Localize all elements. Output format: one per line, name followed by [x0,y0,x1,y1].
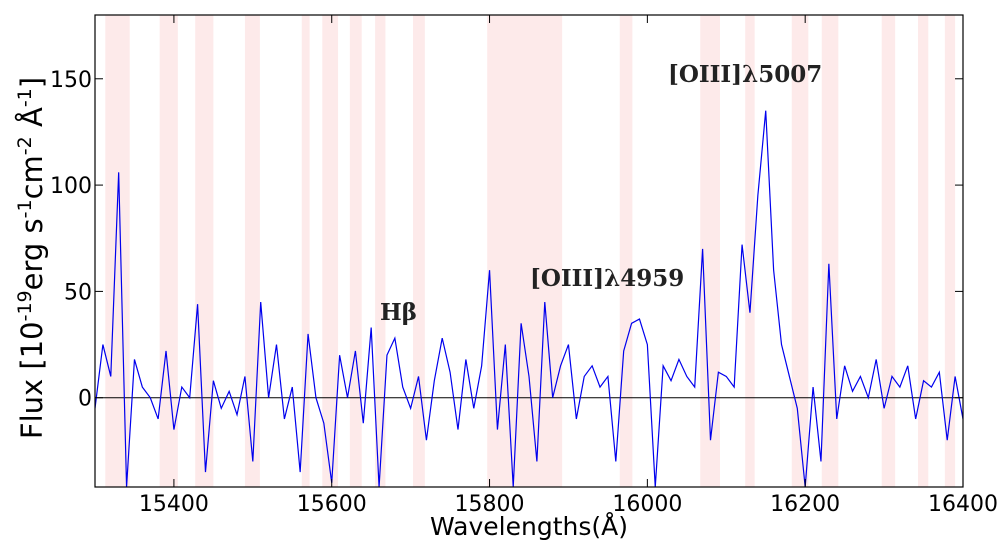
x-tick-label: 16400 [928,492,998,517]
shaded-region [944,15,956,487]
y-label-sup: -1 [14,199,36,218]
y-tick-label: 100 [50,174,92,199]
annotation: [OIII]λ5007 [668,61,822,88]
y-tick-label: 50 [64,280,92,305]
shaded-region [322,15,339,487]
shaded-region [791,15,809,487]
y-label-part: erg s [15,218,49,290]
shaded-region [244,15,260,487]
shaded-region [195,15,214,487]
shaded-region [159,15,178,487]
shaded-region [745,15,755,487]
x-tick-label: 15800 [455,492,525,517]
x-tick-label: 16000 [612,492,682,517]
shaded-region [375,15,386,487]
y-label-sup: -1 [14,88,36,107]
shaded-region [619,15,633,487]
y-label-sup: -2 [14,136,36,155]
annotation: Hβ [380,299,417,326]
x-tick-label: 15400 [139,492,209,517]
y-label-sup: -19 [14,290,36,321]
annotation: [OIII]λ4959 [530,265,684,292]
y-label-part: ] [15,77,49,88]
shaded-region [301,15,310,487]
y-label-part: Å [15,107,49,136]
spectrum-line [95,110,963,487]
shaded-region [918,15,929,487]
shaded-region [349,15,362,487]
shaded-region [881,15,896,487]
plot-frame [94,14,964,488]
y-label-part: Flux [10 [15,321,49,439]
x-tick-label: 16200 [770,492,840,517]
shaded-region [700,15,720,487]
x-tick-label: 15600 [297,492,367,517]
shaded-region [821,15,839,487]
shaded-region [105,15,130,487]
y-axis-label: Flux [10-19erg s-1cm-2 Å-1] [14,77,49,439]
y-tick-label: 150 [50,68,92,93]
shaded-region [413,15,425,487]
y-tick-label: 0 [78,387,92,412]
x-axis-label: Wavelengths(Å) [430,512,628,541]
y-label-part: cm [15,155,49,199]
